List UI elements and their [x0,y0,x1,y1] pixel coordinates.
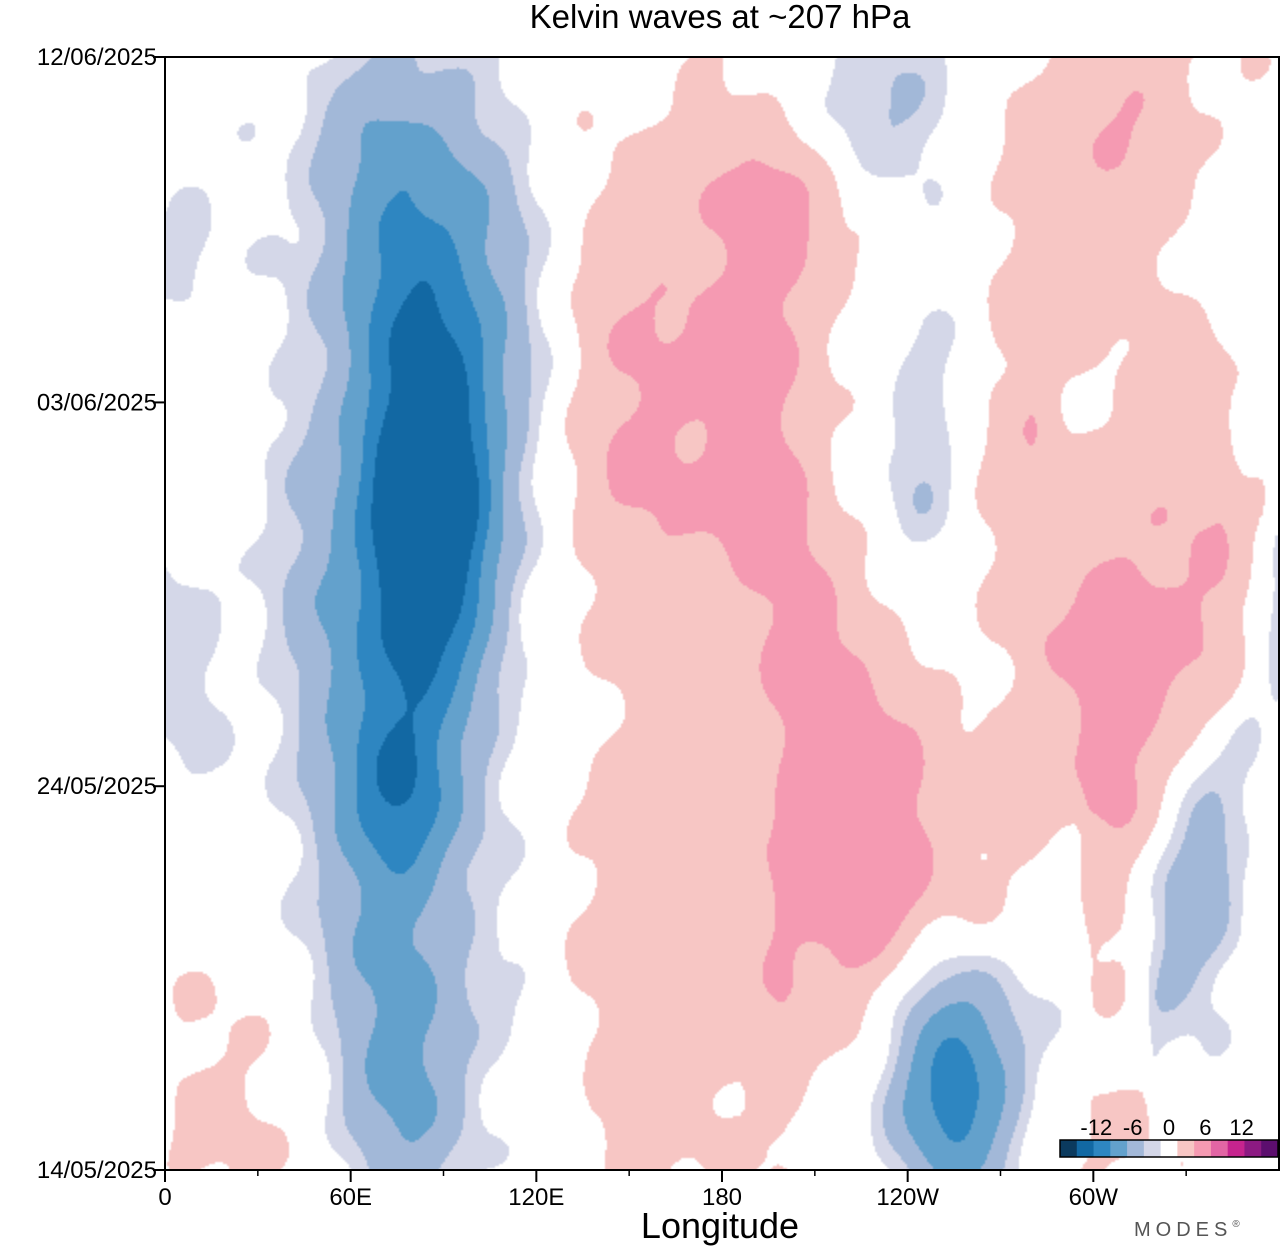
colorbar-swatch [1227,1140,1245,1157]
x-tick-label: 180 [702,1184,742,1211]
colorbar-label: 12 [1229,1115,1253,1140]
y-tick-label: 03/06/2025 [37,389,157,416]
x-axis-ticks: 0 60E 120E 180 120W 60W [158,1170,1187,1211]
colorbar-swatch [1244,1140,1262,1157]
colorbar-swatch [1194,1140,1212,1157]
colorbar-legend: -12 -6 0 6 12 [1059,1115,1279,1158]
colorbar-label: 0 [1163,1115,1175,1140]
x-axis-title: Longitude [641,1205,799,1246]
y-tick-label: 14/05/2025 [37,1157,157,1184]
y-tick-label: 24/05/2025 [37,773,157,800]
colorbar-swatch [1261,1140,1279,1157]
colorbar-swatch [1177,1140,1195,1157]
colorbar-swatch [1060,1140,1078,1157]
watermark-text: MODES® [1134,1219,1245,1241]
y-axis-ticks: 14/05/2025 24/05/2025 03/06/2025 12/06/2025 [37,44,165,1184]
colorbar-swatch [1093,1140,1111,1157]
colorbar-swatch [1143,1140,1162,1157]
colorbar-label: -6 [1123,1115,1143,1140]
x-tick-label: 120E [508,1184,564,1211]
colorbar-label: -12 [1080,1115,1112,1140]
colorbar-frame [1059,1139,1279,1158]
x-tick-label: 60W [1069,1184,1119,1211]
x-tick-label: 120W [876,1184,939,1211]
colorbar-label: 6 [1199,1115,1211,1140]
colorbar-swatch [1160,1140,1178,1157]
contour-field [165,57,1279,1170]
x-tick-label: 60E [329,1184,372,1211]
chart-title: Kelvin waves at ~207 hPa [530,0,911,35]
colorbar-swatch [1076,1140,1095,1157]
colorbar-swatch [1127,1140,1145,1157]
x-tick-label: 0 [158,1184,171,1211]
colorbar-swatch [1110,1140,1128,1157]
colorbar-swatch [1210,1140,1229,1157]
y-tick-label: 12/06/2025 [37,44,157,71]
